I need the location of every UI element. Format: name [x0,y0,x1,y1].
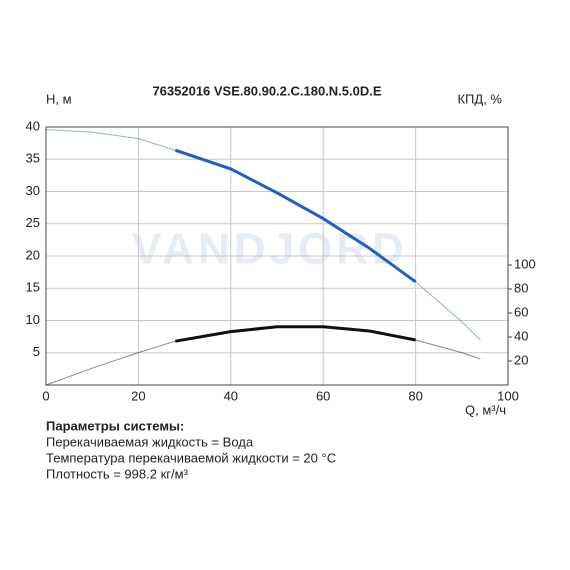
y2-tick-label: 100 [514,256,536,271]
y-tick-label: 35 [26,151,40,166]
x-tick-label: 100 [497,388,519,403]
notes-line: Перекачиваемая жидкость = Вода [46,434,254,449]
operating-curve [174,148,417,284]
y-tick-label: 10 [26,312,40,327]
y-tick-label: 25 [26,215,40,230]
chart-title: 76352016 VSE.80.90.2.C.180.N.5.0D.E [152,83,381,98]
x-axis-label: Q, м³/ч [465,402,506,417]
operating-curve [175,325,416,343]
watermark: VANDJORD [132,225,408,274]
y-axis-label: Н, м [46,91,72,106]
y-tick-label: 20 [26,247,40,262]
y2-tick-label: 40 [514,328,528,343]
notes-line: Температура перекачиваемой жидкости = 20… [46,450,336,465]
y-tick-label: 30 [26,183,40,198]
plot-frame [45,126,509,386]
y2-tick-label: 60 [514,304,528,319]
x-tick-label: 60 [316,388,330,403]
x-tick-label: 0 [42,388,49,403]
notes-heading: Параметры системы: [46,418,184,433]
x-tick-label: 80 [408,388,422,403]
y2-tick-label: 20 [514,352,528,367]
y-tick-label: 5 [33,344,40,359]
y2-tick-label: 80 [514,280,528,295]
x-tick-label: 20 [131,388,145,403]
y-tick-label: 15 [26,280,40,295]
x-tick-label: 40 [224,388,238,403]
notes-line: Плотность = 998.2 кг/м³ [46,466,189,481]
y-tick-label: 40 [26,118,40,133]
y2-axis-label: КПД, % [457,91,502,106]
